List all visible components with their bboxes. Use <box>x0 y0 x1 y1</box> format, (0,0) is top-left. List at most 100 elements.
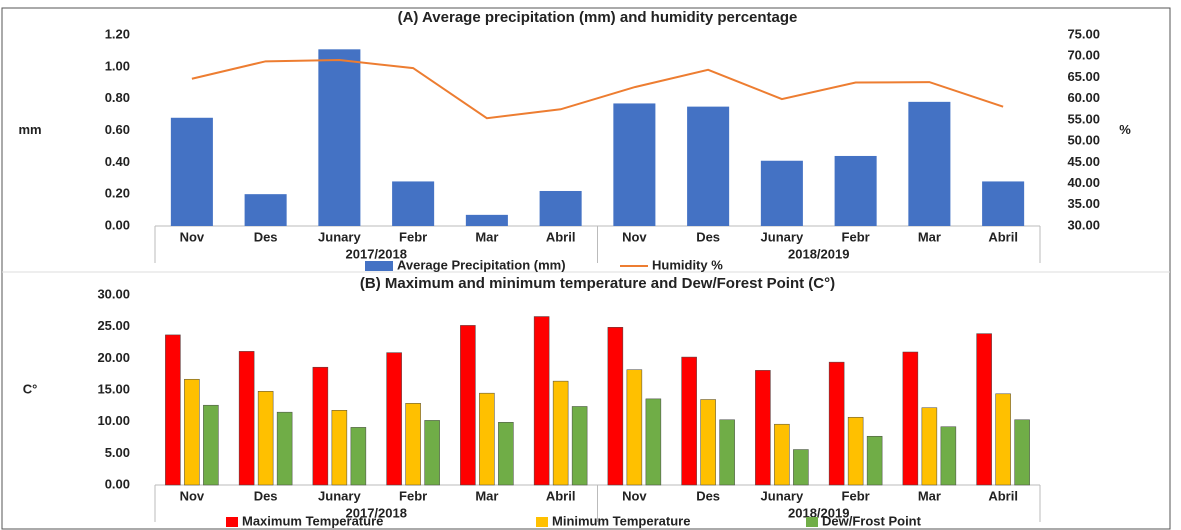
bar <box>350 427 367 486</box>
y2-axis-label: % <box>1119 122 1131 137</box>
bar <box>203 404 219 486</box>
legend-swatch <box>226 517 238 527</box>
y-tick-label: 25.00 <box>97 318 130 333</box>
bar <box>244 194 287 226</box>
bar <box>995 393 1011 486</box>
bar <box>533 316 550 486</box>
x-tick-label: Abril <box>546 229 576 244</box>
bar <box>902 351 919 486</box>
y-tick-label: 1.20 <box>105 26 130 41</box>
x-tick-label: Mar <box>918 229 941 244</box>
x-tick-label: Nov <box>622 488 647 503</box>
x-tick-label: Mar <box>475 488 498 503</box>
bar <box>645 398 662 486</box>
bar <box>834 155 877 226</box>
x-tick-label: Febr <box>399 229 427 244</box>
bar <box>1014 419 1030 486</box>
y2-tick-label: 50.00 <box>1067 133 1100 148</box>
x-tick-label: Febr <box>842 488 870 503</box>
bar <box>539 190 582 226</box>
bar <box>170 117 213 226</box>
y-tick-label: 5.00 <box>105 445 130 460</box>
legend-swatch <box>806 517 818 527</box>
bar <box>774 423 790 486</box>
bar <box>719 419 735 486</box>
x-tick-label: Abril <box>988 488 1018 503</box>
group-label: 2018/2019 <box>788 505 849 520</box>
bar <box>238 351 255 486</box>
bar <box>681 356 697 486</box>
legend-label: Minimum Temperature <box>552 513 690 528</box>
legend-label: Dew/Frost Point <box>822 513 922 528</box>
x-tick-label: Des <box>254 488 278 503</box>
bar <box>760 160 803 226</box>
x-tick-label: Mar <box>918 488 941 503</box>
bar <box>386 352 402 486</box>
x-tick-label: Junary <box>318 229 361 244</box>
bar <box>847 416 864 486</box>
y2-tick-label: 65.00 <box>1067 69 1100 84</box>
bar <box>552 380 569 486</box>
frame <box>1 7 1171 530</box>
y2-tick-label: 45.00 <box>1067 154 1100 169</box>
x-tick-label: Des <box>254 229 278 244</box>
x-tick-label: Junary <box>761 229 804 244</box>
group-label: 2017/2018 <box>346 505 407 520</box>
legend-swatch <box>365 261 393 271</box>
x-tick-label: Abril <box>988 229 1018 244</box>
x-tick-label: Des <box>696 488 720 503</box>
y2-tick-label: 35.00 <box>1067 196 1100 211</box>
x-tick-label: Nov <box>180 229 205 244</box>
bar <box>700 399 716 486</box>
group-label: 2017/2018 <box>346 246 407 261</box>
chart-title: (B) Maximum and minimum temperature and … <box>360 275 835 292</box>
bar <box>165 334 181 486</box>
x-tick-label: Junary <box>318 488 361 503</box>
y-tick-label: 10.00 <box>97 413 130 428</box>
bar <box>392 181 435 226</box>
y-tick-label: 30.00 <box>97 286 130 301</box>
bar <box>940 426 957 486</box>
bar <box>405 403 421 486</box>
y2-tick-label: 75.00 <box>1067 26 1100 41</box>
legend-label: Average Precipitation (mm) <box>397 257 566 272</box>
bar <box>908 101 951 226</box>
bar <box>318 49 361 227</box>
x-tick-label: Des <box>696 229 720 244</box>
bar <box>479 392 495 486</box>
y-axis-label: mm <box>18 122 41 137</box>
y-tick-label: 15.00 <box>97 381 130 396</box>
y2-tick-label: 40.00 <box>1067 175 1100 190</box>
y-tick-label: 0.20 <box>105 186 130 201</box>
x-tick-label: Nov <box>180 488 205 503</box>
bar <box>498 422 514 486</box>
bar <box>571 406 588 486</box>
x-tick-label: Nov <box>622 229 647 244</box>
y2-tick-label: 70.00 <box>1067 48 1100 63</box>
bar <box>866 435 883 486</box>
legend-label: Humidity % <box>652 257 723 272</box>
bar <box>257 391 274 486</box>
bar <box>184 378 200 486</box>
bar <box>613 103 656 226</box>
y-tick-label: 0.40 <box>105 154 130 169</box>
bar <box>465 214 508 226</box>
x-tick-label: Febr <box>399 488 427 503</box>
bar <box>828 361 845 486</box>
y-tick-label: 0.60 <box>105 122 130 137</box>
group-label: 2018/2019 <box>788 246 849 261</box>
y-tick-label: 1.00 <box>105 58 130 73</box>
x-tick-label: Abril <box>546 488 576 503</box>
y2-tick-label: 30.00 <box>1067 217 1100 232</box>
x-tick-label: Junary <box>761 488 804 503</box>
bar <box>755 370 771 486</box>
y-axis-label: C° <box>23 381 38 396</box>
humidity-line <box>191 59 1004 120</box>
bar <box>607 327 624 486</box>
bar <box>312 366 329 486</box>
y-tick-label: 0.00 <box>105 217 130 232</box>
bar <box>793 449 809 486</box>
bar <box>460 325 476 486</box>
bar <box>331 410 348 486</box>
